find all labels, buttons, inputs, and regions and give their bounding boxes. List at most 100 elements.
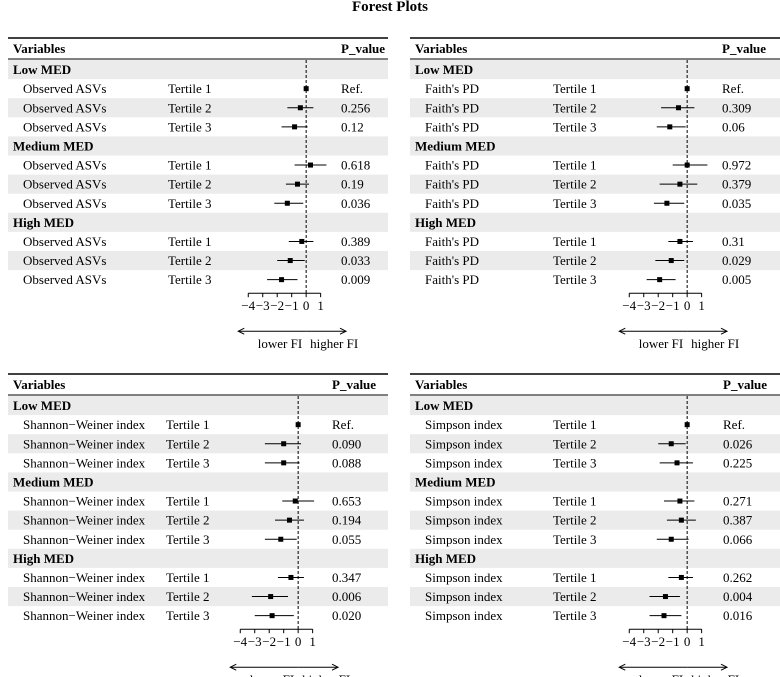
- tertile-label: Tertile 2: [166, 436, 210, 451]
- x-axis-tick-label: −1: [666, 298, 680, 313]
- tertile-label: Tertile 2: [166, 513, 210, 528]
- point-estimate: [295, 422, 301, 428]
- point-estimate: [674, 460, 680, 466]
- row-band: [8, 98, 388, 118]
- x-axis-tick-label: −1: [277, 634, 291, 649]
- forest-plot-shannon-weiner-index: Variables P_value Low MED Shannon−Weiner in…: [8, 373, 388, 677]
- column-header-pvalue: P_value: [341, 41, 385, 56]
- p-value-label: 0.020: [332, 608, 361, 623]
- tertile-label: Tertile 2: [168, 253, 212, 268]
- point-estimate: [287, 258, 293, 264]
- variable-label: Simpson index: [425, 608, 503, 623]
- row-band: [8, 587, 388, 607]
- tertile-label: Tertile 3: [168, 119, 212, 134]
- row-band: [8, 174, 388, 194]
- group-label: Medium MED: [13, 139, 94, 154]
- variable-label: Faith's PD: [425, 158, 479, 173]
- group-label: Low MED: [415, 62, 473, 77]
- point-estimate: [303, 86, 309, 92]
- point-estimate: [661, 613, 667, 619]
- variable-label: Observed ASVs: [23, 81, 106, 96]
- p-value-label: 0.029: [722, 253, 751, 268]
- group-label: Low MED: [13, 398, 71, 413]
- p-value-label: 0.194: [332, 513, 362, 528]
- lower-fi-label: lower FI: [639, 336, 683, 351]
- variable-label: Faith's PD: [425, 234, 479, 249]
- tertile-label: Tertile 1: [168, 158, 212, 173]
- point-estimate: [286, 517, 292, 523]
- point-estimate: [297, 105, 303, 111]
- left-arrow-icon: [237, 327, 245, 335]
- x-axis-tick-label: 0: [684, 634, 691, 649]
- x-axis-tick-label: −2: [270, 298, 284, 313]
- group-label: Low MED: [415, 398, 473, 413]
- x-axis-tick-label: −2: [651, 298, 665, 313]
- point-estimate: [667, 124, 673, 130]
- x-axis-tick-label: −4: [241, 298, 255, 313]
- variable-label: Shannon−Weiner index: [23, 417, 146, 432]
- forest-plot-faiths-pd: Variables P_value Low MED Faith's PD Tertile…: [410, 37, 780, 351]
- group-label: High MED: [13, 215, 74, 230]
- p-value-label: 0.31: [722, 234, 745, 249]
- point-estimate: [281, 441, 287, 447]
- x-axis-tick-label: 0: [295, 634, 302, 649]
- p-value-label: 0.387: [723, 513, 753, 528]
- p-value-label: Ref.: [332, 417, 354, 432]
- point-estimate: [675, 105, 681, 111]
- x-axis-tick-label: 1: [309, 634, 316, 649]
- point-estimate: [668, 441, 674, 447]
- p-value-label: 0.271: [723, 494, 752, 509]
- variable-label: Simpson index: [425, 417, 503, 432]
- variable-label: Simpson index: [425, 513, 503, 528]
- left-arrow-icon: [618, 663, 626, 671]
- p-value-label: Ref.: [722, 81, 744, 96]
- p-value-label: 0.026: [723, 436, 753, 451]
- x-axis-tick-label: 1: [317, 298, 324, 313]
- higher-fi-label: higher FI: [302, 672, 350, 677]
- point-estimate: [677, 238, 683, 244]
- x-axis-tick-label: −3: [637, 634, 651, 649]
- variable-label: Faith's PD: [425, 100, 479, 115]
- variable-label: Observed ASVs: [23, 253, 106, 268]
- tertile-label: Tertile 3: [166, 532, 210, 547]
- group-label: Medium MED: [13, 475, 94, 490]
- variable-label: Observed ASVs: [23, 196, 106, 211]
- left-arrow-icon: [618, 327, 626, 335]
- x-axis-tick-label: 1: [698, 634, 705, 649]
- group-label: High MED: [415, 551, 476, 566]
- point-estimate: [664, 200, 670, 206]
- p-value-label: 0.009: [341, 272, 370, 287]
- column-header-variables: Variables: [13, 377, 65, 392]
- variable-label: Shannon−Weiner index: [23, 436, 146, 451]
- higher-fi-label: higher FI: [691, 336, 739, 351]
- point-estimate: [677, 181, 683, 187]
- x-axis-tick-label: −3: [637, 298, 651, 313]
- higher-fi-label: higher FI: [691, 672, 739, 677]
- variable-label: Shannon−Weiner index: [23, 513, 146, 528]
- right-arrow-icon: [339, 327, 348, 335]
- higher-fi-label: higher FI: [310, 336, 358, 351]
- group-row-band: [8, 396, 388, 416]
- variable-label: Observed ASVs: [23, 177, 106, 192]
- tertile-label: Tertile 3: [553, 608, 597, 623]
- point-estimate: [299, 238, 305, 244]
- variable-label: Observed ASVs: [23, 119, 106, 134]
- tertile-label: Tertile 2: [168, 100, 212, 115]
- p-value-label: 0.004: [723, 589, 753, 604]
- tertile-label: Tertile 1: [553, 158, 597, 173]
- group-label: High MED: [13, 551, 74, 566]
- p-value-label: 0.225: [723, 455, 752, 470]
- p-value-label: 0.088: [332, 455, 361, 470]
- x-axis-tick-label: −2: [651, 634, 665, 649]
- point-estimate: [678, 574, 684, 580]
- forest-plot-observed-asvs: Variables P_value Low MED Observed ASVs Tert…: [8, 37, 388, 351]
- lower-fi-label: lower FI: [250, 672, 294, 677]
- x-axis-tick-label: 0: [303, 298, 310, 313]
- p-value-label: 0.19: [341, 177, 364, 192]
- variable-label: Shannon−Weiner index: [23, 494, 146, 509]
- x-axis-tick-label: −1: [285, 298, 299, 313]
- variable-label: Faith's PD: [425, 196, 479, 211]
- point-estimate: [668, 258, 674, 264]
- variable-label: Faith's PD: [425, 81, 479, 96]
- p-value-label: 0.005: [722, 272, 751, 287]
